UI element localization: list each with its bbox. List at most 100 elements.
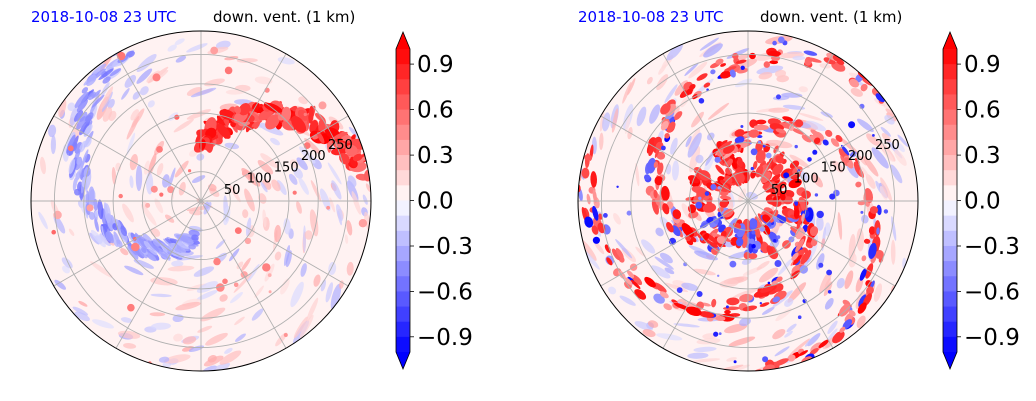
positive-cell [118, 193, 123, 199]
colorbar-tick-label: 0.9 [417, 52, 454, 78]
colorbar-segment [396, 336, 410, 353]
positive-cell [234, 105, 242, 114]
range-label-250: 250 [328, 138, 353, 153]
negative-cell [84, 112, 94, 123]
band-cell [825, 129, 833, 137]
field-streak [72, 306, 88, 316]
range-label-250: 250 [875, 138, 900, 153]
band-cell [861, 255, 867, 262]
positive-cell [156, 146, 163, 153]
colorbar-extend-max [396, 32, 410, 49]
field-streak [655, 227, 664, 237]
band-cell [579, 135, 587, 144]
positive-cell [339, 152, 350, 165]
positive-cell [265, 114, 280, 130]
negative-cell [169, 242, 186, 254]
field-streak [873, 283, 883, 302]
field-streak [608, 286, 617, 295]
negative-cell [76, 156, 82, 165]
field-streak [756, 65, 784, 75]
negative-cell [729, 260, 737, 268]
negative-cell [833, 189, 840, 197]
colorbar-segment [396, 64, 410, 80]
field-streak [296, 157, 308, 171]
band-cell [624, 277, 633, 286]
negative-cell [872, 134, 875, 137]
band-cell [772, 296, 780, 303]
band-cell [735, 59, 747, 64]
field-streak [641, 239, 656, 254]
positive-cell [152, 73, 161, 82]
field-streak [285, 250, 292, 268]
field-streak [659, 252, 673, 264]
field-streak [196, 153, 205, 161]
eyewall-cell [762, 214, 771, 223]
negative-cell [94, 210, 100, 218]
field-streak [120, 248, 129, 256]
negative-cell [79, 140, 87, 153]
field-streak [309, 209, 319, 237]
band-cell [592, 189, 597, 204]
colorbar-segment [396, 94, 410, 110]
negative-cell [102, 76, 111, 84]
field-streak [242, 209, 249, 219]
negative-cell [818, 262, 824, 268]
band-cell [598, 213, 603, 220]
eyewall-cell [752, 160, 758, 170]
field-streak [673, 323, 700, 328]
colorbar-segment [943, 245, 957, 262]
eyewall-cell [766, 245, 774, 256]
field-streak [149, 312, 166, 317]
field-streak [196, 289, 218, 301]
colorbar-tick-label: −0.3 [964, 234, 1020, 260]
panel-title: down. vent. (1 km) [760, 8, 903, 26]
negative-cell [116, 239, 123, 249]
field-streak [186, 283, 207, 291]
positive-cell [303, 112, 307, 117]
field-streak [346, 261, 354, 276]
field-streak [320, 279, 327, 292]
field-streak [856, 315, 866, 329]
negative-cell [816, 210, 824, 219]
field-streak [347, 175, 357, 187]
azimuth-line [53, 200, 202, 287]
positive-cell [219, 109, 236, 121]
azimuth-line [115, 53, 202, 202]
band-cell [726, 297, 740, 306]
range-label-100: 100 [247, 172, 272, 187]
band-cell [775, 128, 786, 134]
band-cell [659, 291, 669, 299]
positive-cell [167, 186, 175, 194]
field-streak [726, 357, 737, 362]
azimuth-line [747, 115, 896, 202]
negative-cell [776, 94, 781, 100]
eyewall-cell [736, 237, 744, 247]
polar-grid [578, 31, 918, 371]
field-streak [147, 100, 155, 108]
eyewall-cell [720, 230, 727, 238]
negative-cell [106, 230, 114, 244]
field-streak [890, 239, 896, 265]
field-streak [768, 107, 790, 113]
field-streak [260, 153, 278, 168]
band-cell [703, 82, 711, 88]
colorbar-segment [943, 170, 957, 186]
negative-cell [751, 230, 756, 235]
negative-cell [829, 193, 836, 200]
band-cell [660, 120, 669, 131]
range-label-150: 150 [821, 160, 846, 175]
negative-cell [138, 248, 148, 259]
field-streak [136, 68, 153, 84]
positive-cell [297, 109, 309, 121]
band-cell [809, 226, 819, 237]
field-streak [798, 86, 808, 93]
field-streak [50, 135, 57, 155]
band-cell [803, 50, 818, 56]
colorbar-segment [396, 109, 410, 126]
colorbar-segment [396, 306, 410, 323]
negative-cell [76, 116, 87, 130]
band-cell [689, 83, 696, 90]
positive-cell [127, 303, 135, 312]
negative-cell [91, 94, 105, 108]
positive-cell [262, 263, 271, 272]
